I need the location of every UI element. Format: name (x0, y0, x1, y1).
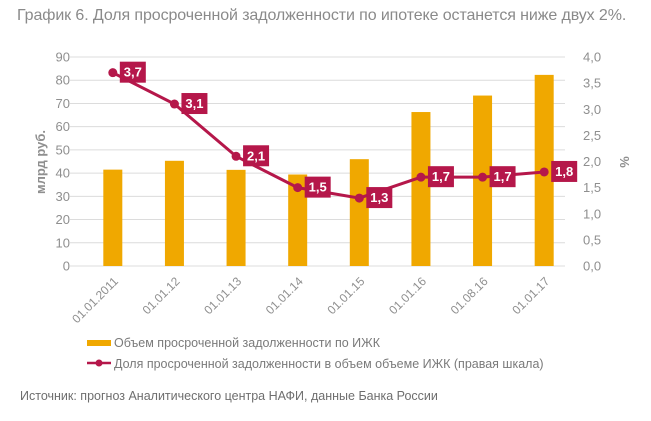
line-point (231, 151, 241, 161)
x-tick-label: 01.01.13 (201, 274, 244, 317)
bar (164, 160, 184, 266)
data-label: 2,1 (247, 148, 265, 163)
line-point (478, 172, 488, 182)
right-tick-label: 3,0 (583, 102, 601, 117)
x-tick-label: 01.01.15 (324, 274, 367, 317)
data-label-box (489, 166, 516, 188)
left-tick-label: 30 (56, 189, 70, 204)
line-point (293, 183, 303, 193)
legend-label-line: Доля просроченной задолженности в объем … (114, 357, 544, 371)
data-label: 1,5 (309, 180, 327, 195)
line-point (416, 172, 426, 182)
right-tick-label: 2,5 (583, 128, 601, 143)
right-tick-label: 0,0 (583, 259, 601, 274)
right-axis-ticks: 0,0 0,5 1,0 1,5 2,0 2,5 3,0 3,5 4,0 (583, 50, 601, 274)
legend-label-bars: Объем просроченной задолженности по ИЖК (114, 336, 381, 350)
bar (411, 112, 431, 266)
bar (103, 169, 123, 266)
right-tick-label: 1,5 (583, 180, 601, 195)
right-tick-label: 1,0 (583, 206, 601, 221)
legend-item-bars: Объем просроченной задолженности по ИЖК (87, 336, 381, 350)
bar (226, 169, 246, 266)
left-tick-label: 20 (56, 212, 70, 227)
left-tick-label: 50 (56, 142, 70, 157)
left-tick-label: 60 (56, 119, 70, 134)
line-point (169, 99, 179, 109)
left-tick-label: 0 (63, 259, 70, 274)
data-label-box (181, 93, 208, 115)
data-label: 1,7 (494, 169, 512, 184)
data-label: 3,1 (185, 96, 203, 111)
line-point (108, 68, 118, 78)
bar (349, 159, 369, 266)
data-label: 1,3 (370, 190, 388, 205)
data-label-box (304, 176, 331, 198)
x-axis-ticks: 01.01.2011 01.01.12 01.01.13 01.01.14 01.01.… (69, 274, 552, 326)
chart-title: График 6. Доля просроченной задолженност… (17, 7, 627, 24)
legend-item-line: Доля просроченной задолженности в объем … (87, 357, 544, 371)
right-tick-label: 4,0 (583, 50, 601, 65)
data-label-box (243, 145, 270, 167)
data-label: 3,7 (124, 65, 142, 80)
right-tick-label: 2,0 (583, 154, 601, 169)
x-tick-label: 01.01.2011 (69, 274, 121, 326)
data-label: 1,8 (555, 164, 573, 179)
x-tick-label: 01.08.16 (448, 274, 491, 317)
x-tick-label: 01.01.16 (386, 274, 429, 317)
legend-marker (95, 359, 103, 367)
right-tick-label: 0,5 (583, 232, 601, 247)
data-label-box (427, 166, 454, 188)
left-tick-label: 80 (56, 73, 70, 88)
data-label: 1,7 (432, 169, 450, 184)
x-tick-label: 01.01.14 (263, 274, 306, 317)
x-tick-label: 01.01.17 (509, 274, 552, 317)
data-label-box (119, 61, 146, 83)
right-axis-label: % (617, 156, 632, 168)
x-tick-label: 01.01.12 (140, 274, 183, 317)
left-tick-label: 70 (56, 96, 70, 111)
legend: Объем просроченной задолженности по ИЖК … (87, 336, 544, 371)
right-tick-label: 3,5 (583, 76, 601, 91)
left-axis-ticks: 0 10 20 30 40 50 60 70 80 90 (56, 50, 70, 274)
left-tick-label: 90 (56, 50, 70, 65)
data-label-box (366, 187, 393, 209)
left-tick-label: 10 (56, 235, 70, 250)
line-point (354, 193, 364, 203)
left-axis-label: млрд руб. (33, 130, 48, 194)
bar (288, 174, 308, 266)
source-note: Источник: прогноз Аналитического центра … (20, 389, 438, 403)
data-label-box (551, 160, 578, 182)
line-series: 3,7 3,1 2,1 1,5 1,3 1,7 1,7 1,8 (108, 61, 578, 209)
legend-swatch-bar (87, 340, 111, 346)
left-tick-label: 40 (56, 166, 70, 181)
line-point (539, 167, 549, 177)
